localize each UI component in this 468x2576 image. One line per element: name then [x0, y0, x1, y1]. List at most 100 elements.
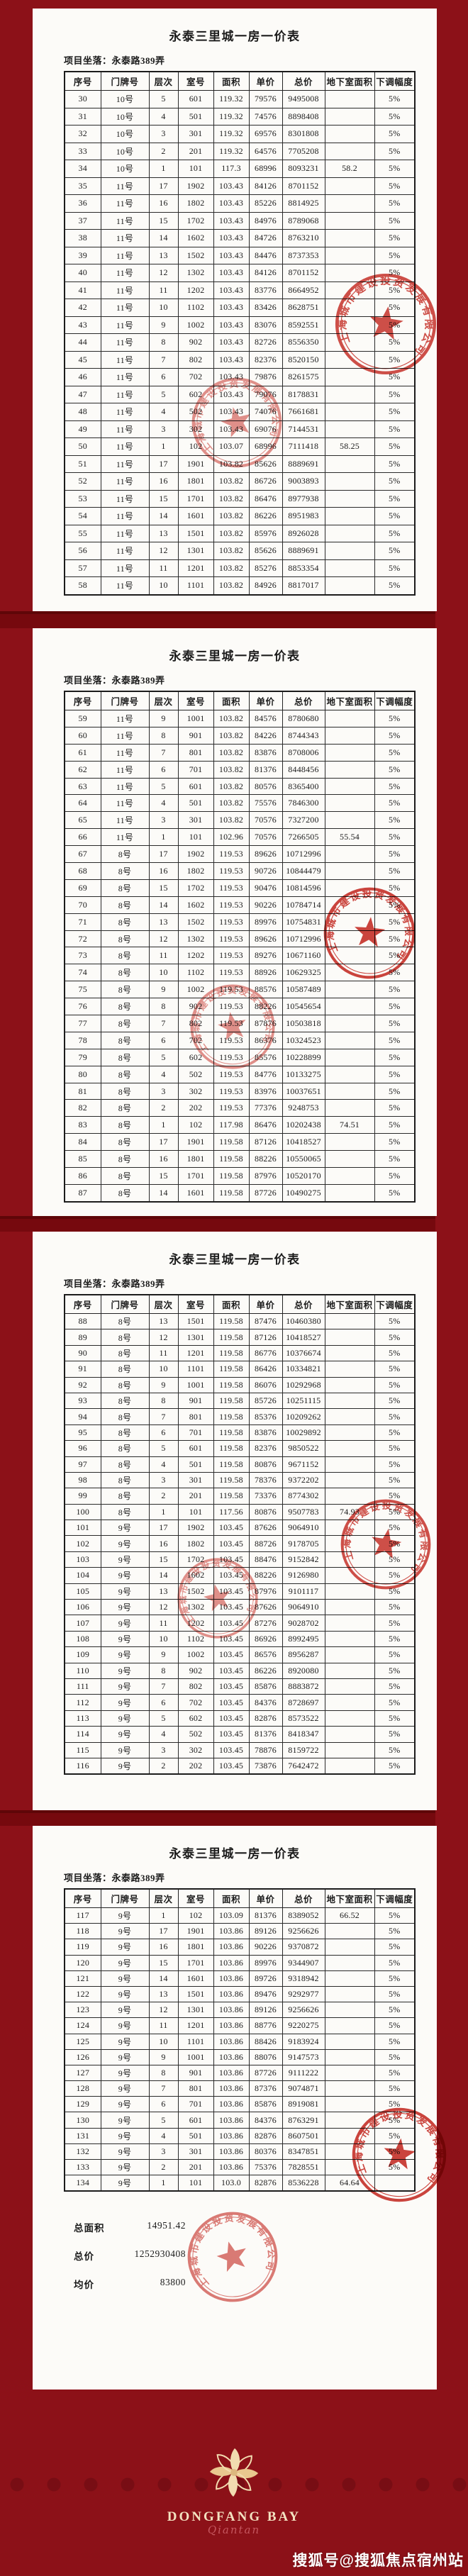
table-cell: 5%: [374, 1329, 416, 1346]
table-cell: 11号: [100, 333, 150, 352]
table-cell: 32: [64, 125, 101, 143]
table-cell: 1: [148, 2175, 179, 2192]
table-cell: 10334821: [282, 1361, 325, 1378]
table-cell: [324, 2158, 375, 2176]
table-cell: 5%: [374, 1615, 416, 1632]
table-cell: 99: [64, 1488, 101, 1505]
table-cell: 30: [64, 90, 101, 108]
table-cell: 10418527: [282, 1329, 325, 1346]
table-cell: 902: [177, 1662, 214, 1679]
table-cell: 9101117: [282, 1583, 325, 1600]
table-cell: 127: [64, 2064, 101, 2082]
table-cell: 10号: [100, 160, 150, 178]
table-cell: 11号: [100, 524, 150, 542]
table-cell: 5%: [374, 1015, 416, 1032]
table-cell: 88226: [248, 998, 283, 1016]
table-cell: 1002: [177, 316, 214, 334]
table-cell: 1: [148, 437, 179, 456]
price-table-page: 永泰三里城一房一价表 项目坐落：永泰路389弄 序号 门牌号 层次 室号 面积 单价 总价地…: [33, 1826, 450, 2390]
logo-block: DONGFANG BAY Qiantan: [0, 2445, 468, 2536]
table-cell: 101: [177, 2175, 214, 2192]
table-cell: 78876: [248, 1741, 283, 1758]
table-row: 63 11号 5 601 103.82 80576 8365400 5%: [64, 777, 416, 796]
column-header: 层次: [148, 1294, 179, 1314]
table-cell: 69076: [248, 420, 283, 438]
table-header-row: 序号 门牌号 层次 室号 面积 单价 总价 地下室面积 下调幅度: [64, 71, 416, 91]
table-cell: 7266505: [282, 828, 325, 847]
table-cell: 12: [148, 930, 179, 948]
table-cell: 8号: [100, 879, 150, 897]
price-table-page: 永泰三里城一房一价表 项目坐落：永泰路389弄 序号 门牌号 层次 室号 面积 单价 总价地…: [33, 1232, 438, 1810]
table-cell: 15: [148, 1954, 179, 1971]
table-cell: 88076: [248, 2048, 283, 2065]
table-row: 39 11号 13 1502 103.43 84476 8737353 5%: [64, 246, 416, 264]
table-cell: 9号: [100, 1710, 150, 1727]
table-row: 131 9号 4 501 103.86 82876 8607501 5%: [64, 2127, 416, 2144]
table-cell: 132: [64, 2143, 101, 2160]
table-cell: 1701: [177, 489, 214, 508]
table-cell: 86226: [248, 507, 283, 525]
table-cell: 87976: [248, 1583, 283, 1600]
table-cell: 1202: [177, 947, 214, 965]
table-cell: 7: [148, 1678, 179, 1695]
table-cell: 103.43: [213, 194, 250, 213]
price-table-page: 永泰三里城一房一价表 项目坐落：永泰路389弄 序号 门牌号 层次 室号 面积 单价 总价地…: [33, 9, 442, 611]
table-cell: 8701152: [282, 264, 325, 282]
table-cell: 702: [177, 1031, 214, 1049]
table-cell: 83426: [248, 299, 283, 317]
table-cell: 9152842: [282, 1551, 325, 1568]
table-cell: 5%: [374, 1150, 416, 1169]
watermark: 搜狐号@搜狐焦点宿州站: [292, 2553, 464, 2569]
table-cell: 85626: [248, 542, 283, 560]
table-cell: 68996: [248, 437, 283, 456]
table-cell: 37: [64, 211, 101, 230]
table-cell: 103.86: [213, 2143, 250, 2160]
table-row: 115 9号 3 302 103.45 78876 8159722 5%: [64, 1741, 416, 1758]
table-cell: [324, 1567, 375, 1584]
table-cell: 901: [177, 1392, 214, 1410]
table-cell: 11号: [100, 211, 150, 230]
table-cell: 81376: [248, 1726, 283, 1743]
table-cell: [324, 281, 375, 299]
table-row: 83 8号 1 102 117.98 86476 10202438 74.51 5%: [64, 1116, 416, 1134]
table-cell: 87376: [248, 2080, 283, 2097]
table-row: 104 9号 14 1602 103.45 88226 9126980 5%: [64, 1567, 416, 1584]
table-cell: 9号: [100, 2158, 150, 2176]
table-cell: [324, 811, 375, 830]
table-cell: 103.82: [213, 743, 250, 762]
table-cell: [324, 1741, 375, 1758]
table-cell: [324, 862, 375, 880]
table-cell: [324, 576, 375, 595]
table-cell: 801: [177, 743, 214, 762]
table-cell: 5%: [374, 1520, 416, 1537]
table-cell: 71: [64, 913, 101, 931]
table-cell: 7: [148, 743, 179, 762]
table-cell: 9号: [100, 2175, 150, 2192]
table-cell: 10: [148, 964, 179, 982]
table-cell: 84976: [248, 211, 283, 230]
table-cell: 1002: [177, 981, 214, 999]
table-cell: 10844479: [282, 862, 325, 880]
table-cell: 5%: [374, 1535, 416, 1552]
table-row: 56 11号 12 1301 103.82 85626 8889691 5%: [64, 542, 416, 560]
table-cell: 92: [64, 1376, 101, 1393]
table-cell: 6: [148, 1031, 179, 1049]
table-cell: 5%: [374, 1567, 416, 1584]
table-row: 60 11号 8 901 103.82 84226 8744343 5%: [64, 726, 416, 745]
table-cell: 5%: [374, 107, 416, 126]
project-location: 项目坐落：永泰路389弄: [64, 675, 165, 686]
table-row: 55 11号 13 1501 103.82 85976 8926028 5%: [64, 524, 416, 542]
table-cell: 7642472: [282, 1757, 325, 1775]
table-cell: 125: [64, 2033, 101, 2050]
table-cell: 5%: [374, 420, 416, 438]
table-cell: 9: [148, 1646, 179, 1663]
table-cell: 4: [148, 107, 179, 126]
table-cell: [324, 1424, 375, 1442]
table-cell: 103.86: [213, 2112, 250, 2129]
table-cell: 103.86: [213, 1985, 250, 2003]
project-location: 项目坐落：永泰路389弄: [64, 55, 165, 66]
table-cell: 5%: [374, 2158, 416, 2176]
table-cell: 8664952: [282, 281, 325, 299]
table-row: 68 8号 16 1802 119.53 90726 10844479 5%: [64, 862, 416, 880]
table-cell: 11号: [100, 299, 150, 317]
